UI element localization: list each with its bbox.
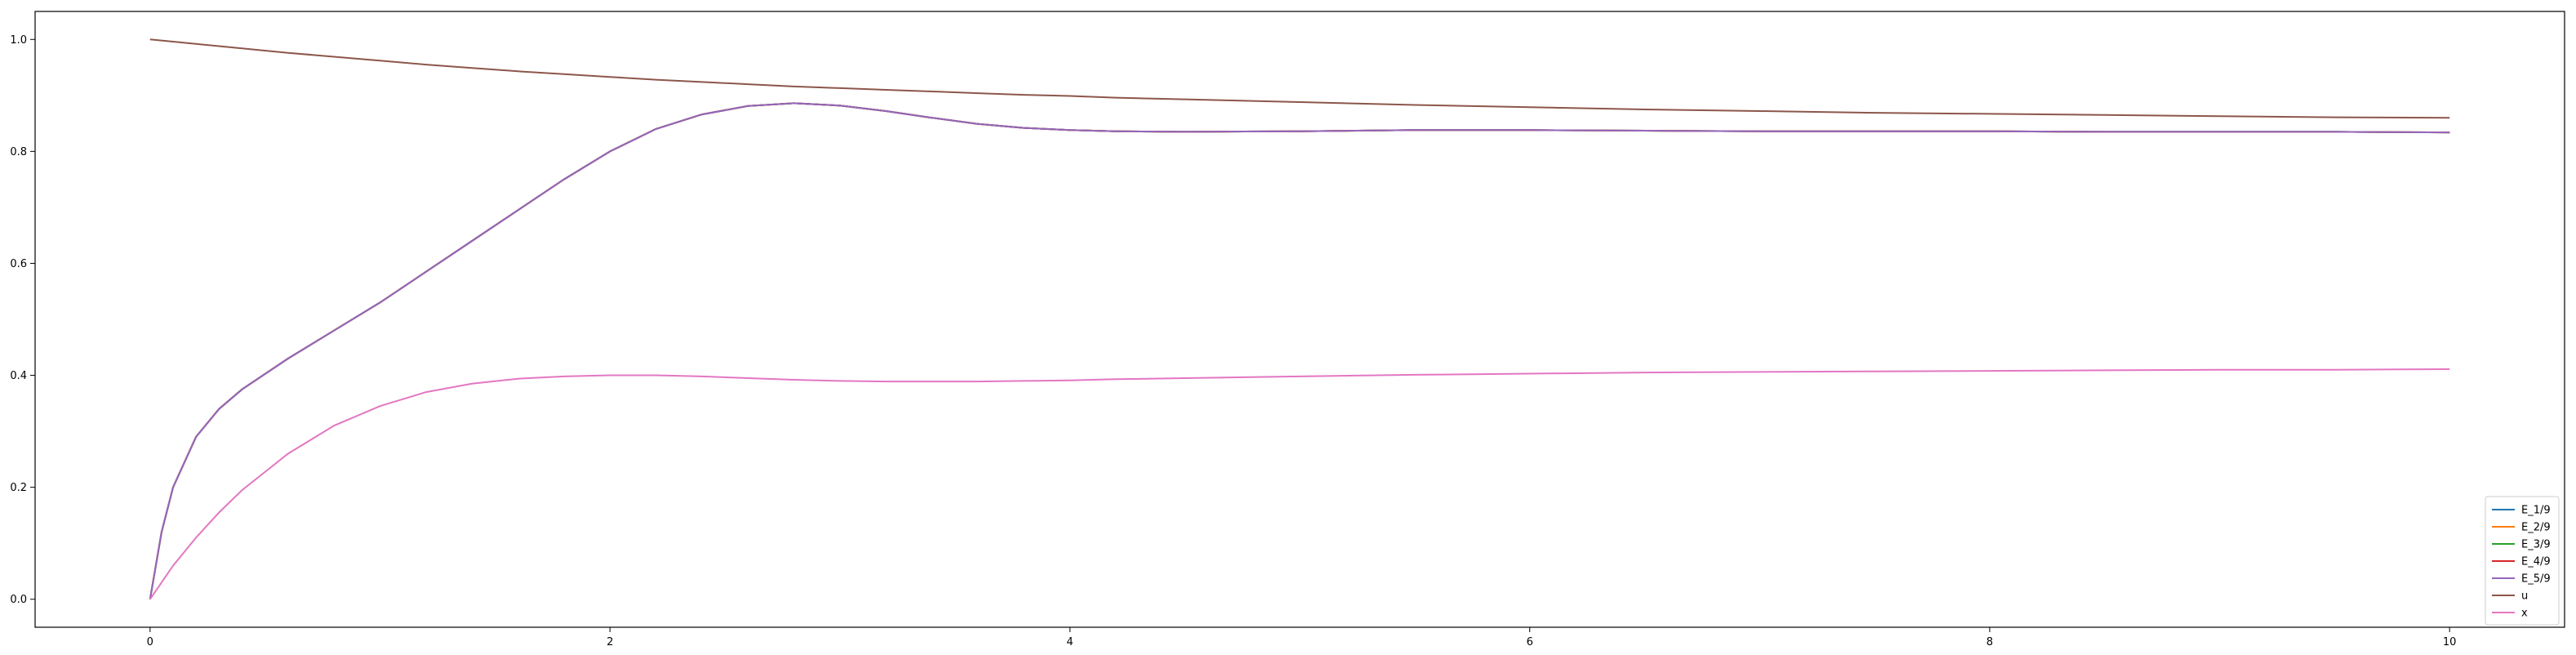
series-line-3 [149, 102, 2450, 599]
axes-layer: 0 2 4 6 8 10 0.0 0.2 0.4 0.6 0.8 1.0 [10, 34, 2456, 648]
x-tick-label: 0 [147, 636, 153, 648]
legend-label: E_3/9 [2521, 539, 2551, 551]
legend-label: E_5/9 [2521, 573, 2551, 586]
series-line-2 [149, 102, 2450, 599]
x-tick-label: 2 [607, 636, 613, 648]
y-tick-label: 0.8 [10, 146, 27, 158]
legend-label: E_1/9 [2521, 505, 2551, 517]
series-line-0 [149, 102, 2450, 599]
x-tick-label: 4 [1066, 636, 1073, 648]
plot-frame [34, 11, 2565, 628]
y-tick-label: 0.6 [10, 258, 27, 270]
series-line-4 [149, 102, 2450, 599]
series-line-1 [149, 102, 2450, 599]
legend-label: x [2521, 608, 2528, 620]
legend-label: E_4/9 [2521, 556, 2551, 568]
y-tick-label: 1.0 [10, 34, 27, 47]
legend: E_1/9 E_2/9 E_3/9 E_4/9 E_5/9ux [2485, 496, 2560, 626]
legend-box [2485, 496, 2560, 626]
series-layer [149, 38, 2450, 600]
x-tick-label: 10 [2443, 636, 2457, 648]
x-tick-label: 8 [1987, 636, 1993, 648]
legend-label: u [2521, 590, 2528, 603]
y-tick-label: 0.2 [10, 482, 27, 494]
series-line-5 [149, 38, 2450, 119]
y-tick-label: 0.0 [10, 594, 27, 606]
series-line-6 [149, 368, 2450, 600]
y-tick-label: 0.4 [10, 370, 27, 382]
legend-label: E_2/9 [2521, 522, 2551, 534]
x-tick-label: 6 [1526, 636, 1533, 648]
